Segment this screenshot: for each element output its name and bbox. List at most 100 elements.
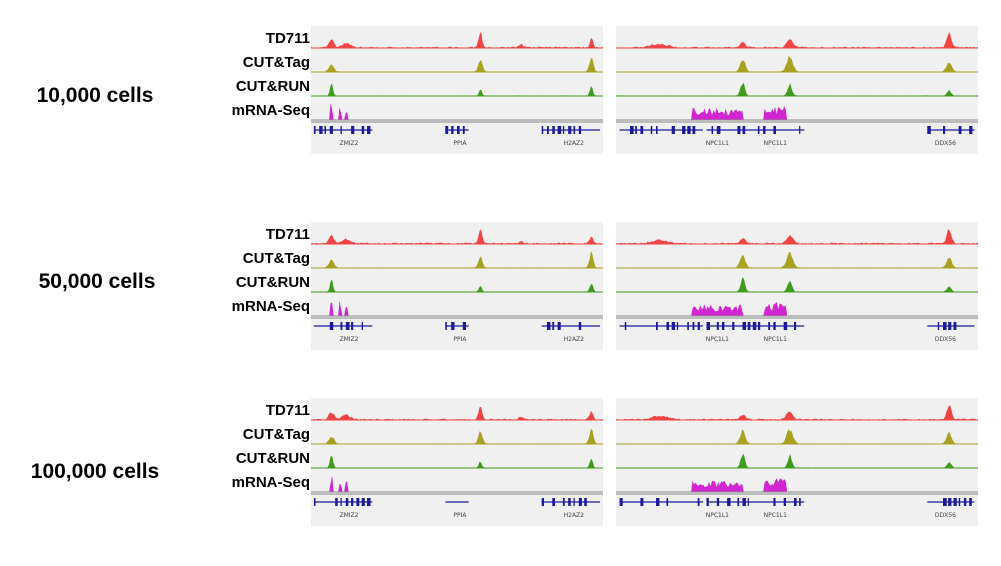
signal-track [311, 279, 603, 292]
condition-row: 10,000 cells TD711 CUT&Tag CUT&RUN mRNA-Seq Z… [0, 26, 1001, 154]
gene-name: H2AZ2 [563, 140, 584, 147]
gene-exon [676, 322, 679, 330]
signal-track [616, 302, 978, 316]
signal-track [616, 82, 978, 96]
gene-exon [697, 498, 700, 506]
signal-track [616, 31, 978, 48]
gene-exon [361, 498, 365, 506]
gene-exon [768, 322, 771, 330]
gene-exon [445, 322, 447, 330]
track-label: CUT&RUN [235, 274, 310, 291]
gene-exon [562, 498, 565, 506]
gene-name: NPC1L1 [763, 140, 787, 147]
track-label: CUT&RUN [235, 78, 310, 95]
signal-track [616, 429, 978, 444]
gene-exon [727, 498, 731, 506]
gene-exon [552, 498, 555, 506]
gene-exon [367, 498, 371, 506]
gene-exon [640, 126, 644, 134]
gene-exon [953, 498, 957, 506]
gene-name: DDX56 [934, 512, 956, 519]
gene-exon [345, 498, 349, 506]
signal-track [311, 456, 603, 468]
condition-row: 50,000 cells TD711 CUT&Tag CUT&RUN mRNA-Seq Z… [0, 222, 1001, 350]
gene-exon [340, 498, 342, 506]
gene-exon [340, 322, 343, 330]
locus-svg [311, 31, 603, 134]
gene-exon [706, 498, 709, 506]
gene-exon [329, 322, 334, 330]
gene-exon [313, 498, 316, 506]
gene-name: ZMIZ2 [339, 140, 359, 147]
gene-exon [943, 498, 947, 506]
gene-exon [547, 126, 549, 134]
gene-exon [747, 322, 751, 330]
track-label: CUT&Tag [242, 426, 310, 443]
gene-exon [948, 322, 952, 330]
track-label: CUT&RUN [235, 450, 310, 467]
gene-exon [706, 322, 710, 330]
signal-track [311, 83, 603, 96]
track-label: TD711 [265, 30, 310, 47]
track-labels: TD711 CUT&Tag CUT&RUN mRNA-Seq [180, 398, 310, 526]
gene-exon [351, 498, 354, 506]
gene-exon [361, 322, 363, 330]
gene-exon [573, 498, 575, 506]
gene-exon [773, 322, 776, 330]
gene-exon [445, 126, 449, 134]
gene-exon [630, 126, 634, 134]
gene-exon [937, 322, 940, 330]
gene-exon [943, 322, 947, 330]
signal-track [311, 31, 603, 48]
signal-track [311, 103, 603, 120]
signal-track [616, 478, 978, 492]
track-label: mRNA-Seq [231, 298, 310, 315]
gene-exon [557, 126, 562, 134]
gene-exon [656, 498, 660, 506]
gene-name: DDX56 [934, 140, 956, 147]
gene-exon [345, 322, 350, 330]
gene-exon [557, 322, 561, 330]
gene-exon [958, 126, 962, 134]
gene-exon [656, 126, 658, 134]
gene-exon [747, 498, 749, 506]
gene-exon [351, 126, 355, 134]
gene-exon [958, 498, 961, 506]
track-label: mRNA-Seq [231, 102, 310, 119]
gene-exon [578, 498, 582, 506]
gene-exon [737, 126, 741, 134]
gene-exon [757, 322, 761, 330]
locus-panel: ZMIZ2 PPIA H2AZ2 [311, 26, 603, 154]
signal-track [616, 404, 978, 420]
gene-exon [584, 498, 587, 506]
gene-exon [963, 498, 967, 506]
gene-exon [752, 322, 757, 330]
gene-exon [742, 126, 746, 134]
gene-exon [619, 498, 623, 506]
gene-exon [783, 498, 786, 506]
signal-track [616, 55, 978, 72]
track-label: TD711 [265, 226, 310, 243]
gene-exon [943, 126, 946, 134]
gene-exon [671, 126, 675, 134]
gene-exon [367, 126, 371, 134]
gene-exon [462, 126, 465, 134]
gene-name: NPC1L1 [763, 512, 787, 519]
gene-exon [697, 322, 700, 330]
track-labels: TD711 CUT&Tag CUT&RUN mRNA-Seq [180, 222, 310, 350]
gene-exon [799, 126, 801, 134]
gene-exon [578, 126, 582, 134]
gene-exon [687, 126, 691, 134]
locus-panel: NPC1L1 NPC1L1 DDX56 [616, 398, 978, 526]
gene-exon [716, 322, 719, 330]
gene-exon [335, 498, 338, 506]
gene-exon [562, 126, 565, 134]
gene-exon [552, 322, 555, 330]
gene-name: ZMIZ2 [339, 336, 359, 343]
gene-exon [666, 322, 670, 330]
gene-exon [682, 126, 686, 134]
track-label: CUT&Tag [242, 54, 310, 71]
gene-name: NPC1L1 [705, 512, 729, 519]
gene-name: DDX56 [934, 336, 956, 343]
locus-panel: NPC1L1 NPC1L1 DDX56 [616, 26, 978, 154]
